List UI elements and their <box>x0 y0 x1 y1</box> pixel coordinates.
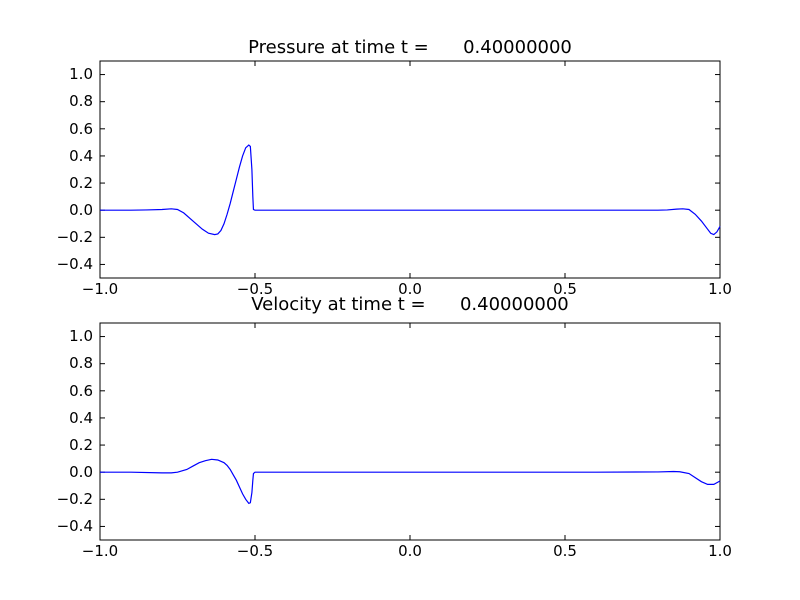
velocity-ytick-label: 0.0 <box>69 463 93 481</box>
velocity-xtick-label: −0.5 <box>237 542 273 560</box>
pressure-xtick-label: 1.0 <box>708 280 732 298</box>
pressure-xtick-label: 0.5 <box>553 280 577 298</box>
pressure-title: Pressure at time t = 0.40000000 <box>248 37 572 58</box>
velocity-ytick-label: 0.2 <box>69 436 93 454</box>
velocity-xtick-label: 0.5 <box>553 542 577 560</box>
pressure-xtick-label: 0.0 <box>398 280 422 298</box>
velocity-ytick-label: −0.2 <box>57 490 93 508</box>
velocity-title: Velocity at time t = 0.40000000 <box>251 294 569 315</box>
pressure-xtick-label: −0.5 <box>237 280 273 298</box>
velocity-ytick-label: −0.4 <box>57 517 93 535</box>
velocity-ytick-label: 0.8 <box>69 354 93 372</box>
pressure-ytick-label: 0.8 <box>69 92 93 110</box>
pressure-axes: Pressure at time t = 0.40000000 −1.0 −0.… <box>57 37 732 298</box>
pressure-ticks <box>99 61 721 278</box>
velocity-ytick-label: 0.4 <box>69 409 93 427</box>
pressure-ytick-label: 0.0 <box>69 201 93 219</box>
velocity-xtick-label: −1.0 <box>82 542 118 560</box>
velocity-xtick-label: 1.0 <box>708 542 732 560</box>
pressure-ytick-label: −0.2 <box>57 228 93 246</box>
velocity-ytick-label: 1.0 <box>69 327 93 345</box>
pressure-ytick-label: 0.4 <box>69 147 93 165</box>
pressure-ytick-label: −0.4 <box>57 255 93 273</box>
velocity-series-line <box>100 458 721 505</box>
pressure-series-line <box>100 144 721 236</box>
velocity-ytick-label: 0.6 <box>69 382 93 400</box>
pressure-xtick-label: −1.0 <box>82 280 118 298</box>
velocity-axes: Velocity at time t = 0.40000000 −1.0 −0.… <box>57 294 732 560</box>
pressure-ytick-label: 0.2 <box>69 174 93 192</box>
velocity-xtick-label: 0.0 <box>398 542 422 560</box>
pressure-ytick-label: 0.6 <box>69 120 93 138</box>
pressure-ytick-label: 1.0 <box>69 65 93 83</box>
